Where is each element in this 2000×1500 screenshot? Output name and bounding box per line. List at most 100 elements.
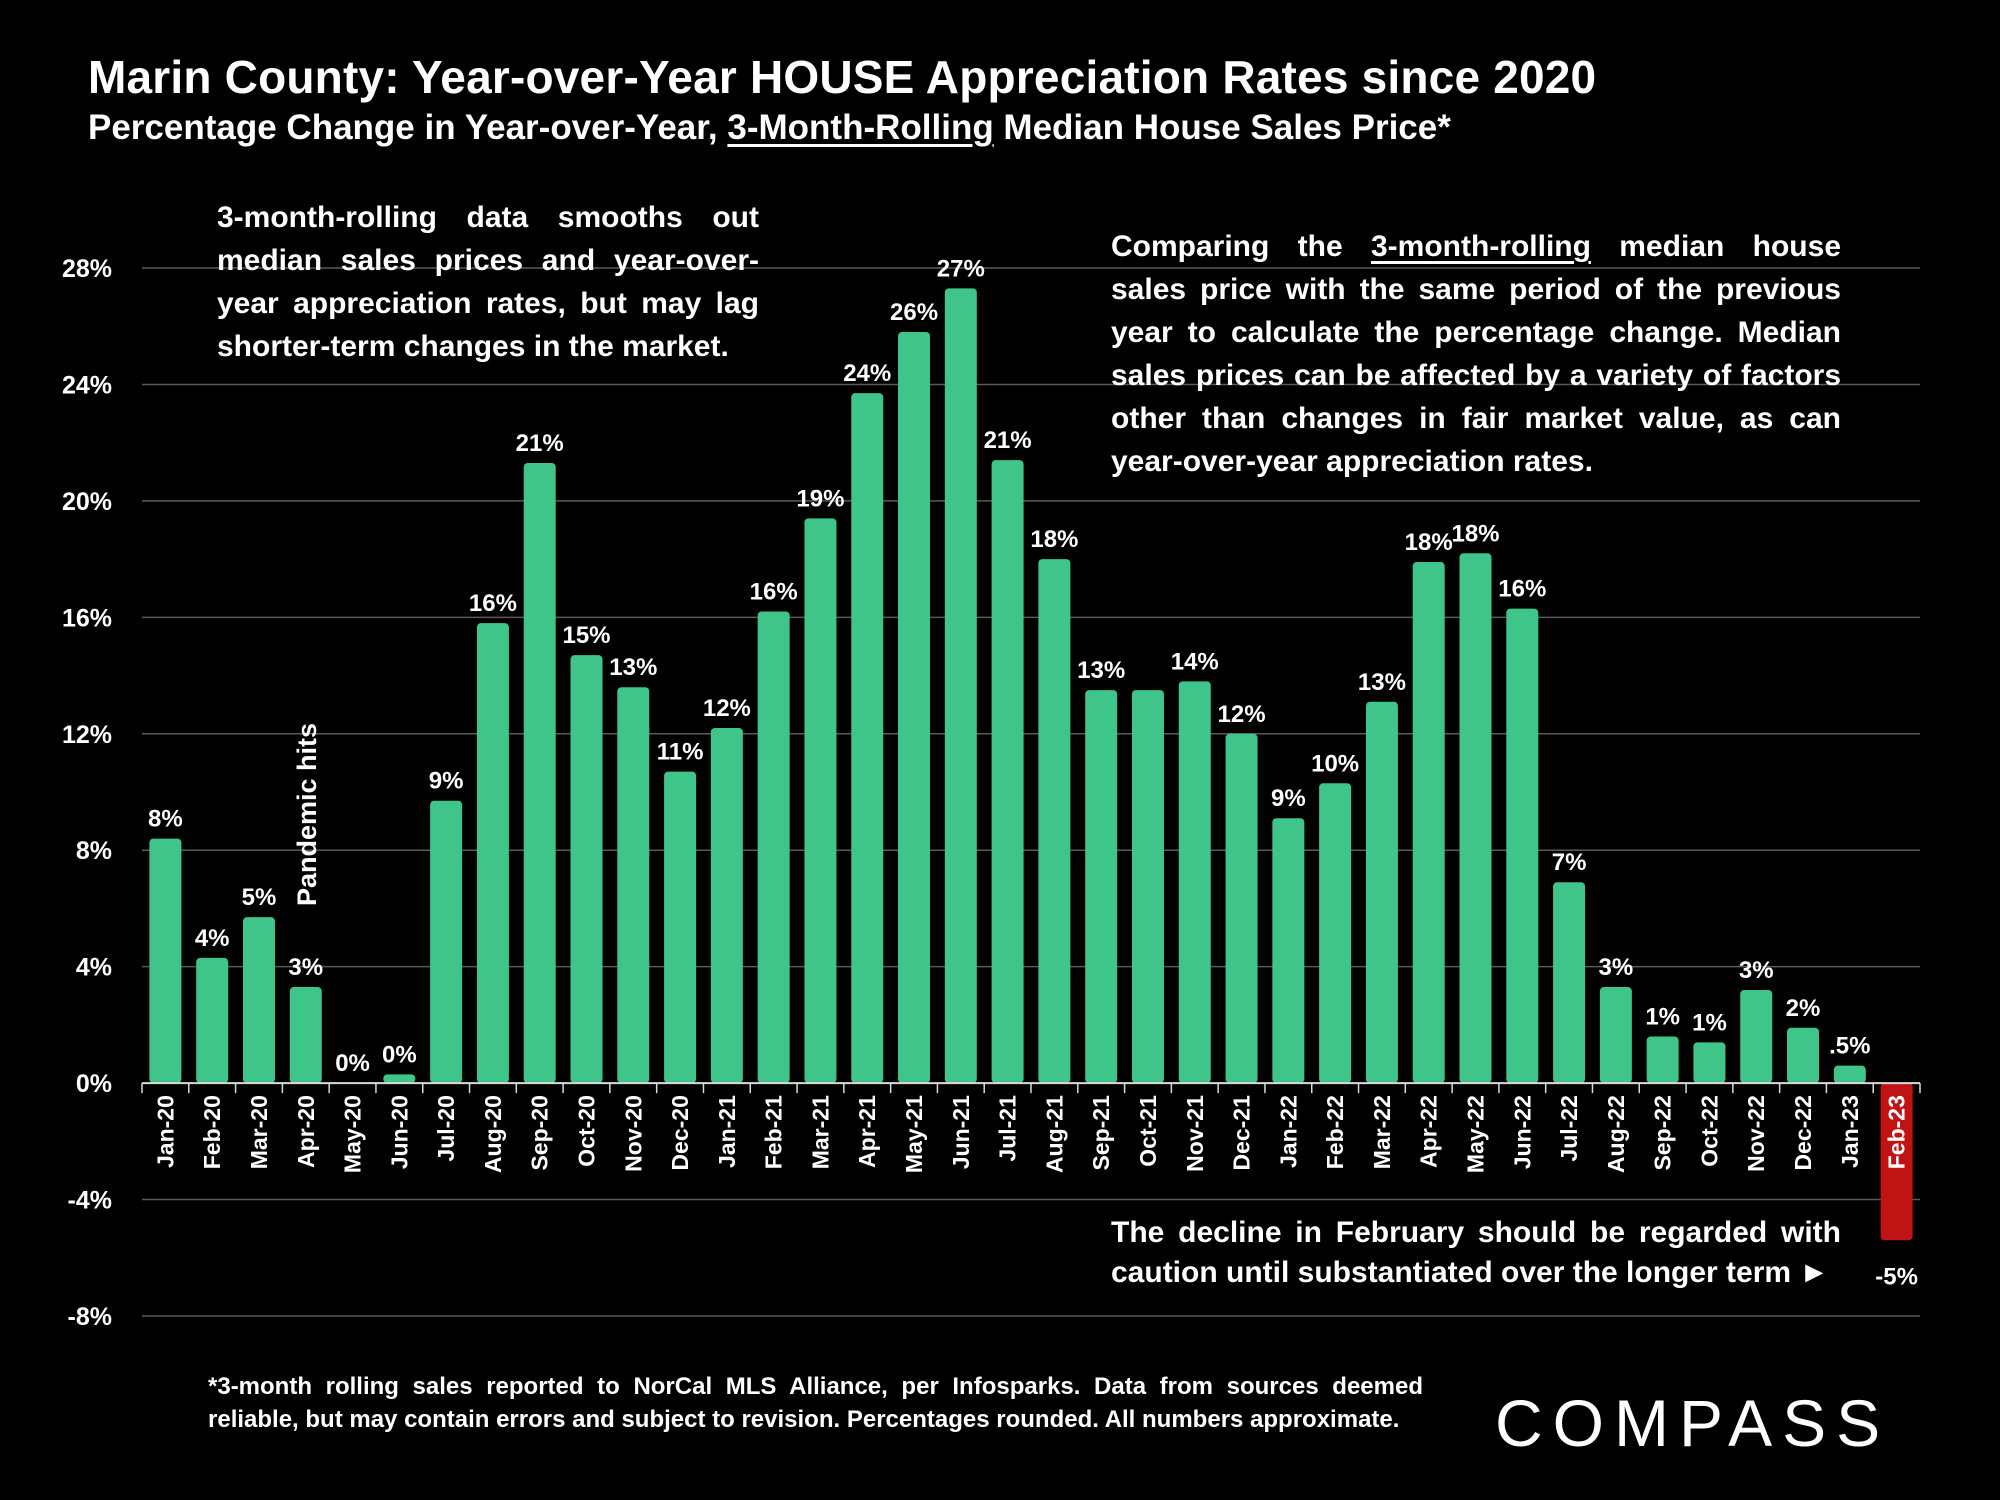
category-label: Oct-22: [1696, 1095, 1722, 1167]
category-label: Jan-20: [152, 1095, 178, 1168]
category-label: Dec-20: [667, 1095, 693, 1170]
category-label: May-22: [1463, 1095, 1489, 1173]
category-label: Sep-21: [1088, 1095, 1114, 1171]
bar: [710, 727, 743, 1084]
pandemic-annotation: Pandemic hits: [292, 723, 322, 906]
note-right-part-1: Comparing the: [1111, 230, 1371, 263]
y-tick-label: 8%: [76, 837, 112, 865]
bar: [757, 611, 790, 1084]
data-label: 14%: [1171, 648, 1219, 675]
data-label: 13%: [1358, 669, 1406, 696]
data-label: 2%: [1786, 995, 1821, 1022]
category-label: May-20: [340, 1095, 366, 1173]
category-label: Jun-22: [1509, 1095, 1535, 1169]
data-label: 16%: [1498, 576, 1546, 603]
bar: [430, 800, 463, 1084]
data-label: 13%: [1077, 657, 1125, 684]
data-label: 12%: [1218, 701, 1266, 728]
data-label: 27%: [937, 255, 985, 282]
data-label: 26%: [890, 299, 938, 326]
bar: [664, 771, 697, 1084]
bar: [570, 655, 603, 1084]
category-label: Dec-21: [1229, 1095, 1255, 1171]
category-label: Jul-21: [995, 1095, 1021, 1162]
bar: [1178, 681, 1211, 1084]
bar: [523, 463, 556, 1084]
category-label: Jun-20: [386, 1095, 412, 1169]
data-label: 16%: [469, 590, 517, 617]
data-label: 15%: [562, 622, 610, 649]
data-label: 0%: [382, 1041, 417, 1068]
y-tick-label: 20%: [62, 488, 112, 516]
bar: [289, 987, 322, 1084]
chart-title: Marin County: Year-over-Year HOUSE Appre…: [88, 51, 1597, 103]
category-label: Jul-22: [1556, 1095, 1582, 1161]
category-label: Jan-23: [1837, 1095, 1863, 1168]
bar: [383, 1074, 416, 1084]
bar: [1506, 608, 1539, 1084]
data-label: 13%: [609, 654, 657, 681]
bar: [944, 288, 977, 1084]
note-right-part-2: median house sales price with the same p…: [1111, 230, 1841, 478]
data-label: .5%: [1829, 1033, 1870, 1060]
category-label: Sep-22: [1650, 1095, 1676, 1170]
data-label: 7%: [1552, 849, 1587, 876]
bar: [1459, 553, 1492, 1084]
data-label: 9%: [1271, 785, 1306, 812]
chart-subtitle: Percentage Change in Year-over-Year, 3-M…: [88, 108, 1451, 148]
data-label: 3%: [1599, 954, 1634, 981]
bar: [1038, 559, 1071, 1084]
category-label: Mar-22: [1369, 1095, 1395, 1169]
bar: [476, 623, 509, 1084]
category-label: Feb-22: [1322, 1095, 1348, 1169]
bar: [804, 518, 837, 1084]
y-tick-label: 28%: [62, 255, 112, 283]
subtitle-part-1: Percentage Change in Year-over-Year,: [88, 108, 728, 147]
category-label: Mar-20: [246, 1095, 272, 1169]
category-label: Oct-20: [574, 1095, 600, 1167]
data-label: 21%: [516, 430, 564, 457]
category-label: Aug-21: [1041, 1095, 1067, 1173]
data-label: 1%: [1692, 1009, 1727, 1036]
data-label: 11%: [657, 739, 704, 766]
subtitle-underlined: 3-Month-Rolling: [727, 108, 994, 147]
bar: [196, 957, 229, 1084]
data-label: 10%: [1311, 750, 1359, 777]
data-label: 18%: [1405, 529, 1453, 556]
bar: [1880, 1083, 1913, 1241]
data-label: 3%: [288, 954, 323, 981]
note-bottom: The decline in February should be regard…: [1111, 1216, 1841, 1289]
y-tick-label: -8%: [68, 1303, 112, 1331]
bar: [1787, 1027, 1820, 1084]
bar: [149, 838, 182, 1084]
bar: [898, 332, 931, 1084]
y-tick-label: 24%: [62, 371, 112, 399]
data-label: 9%: [429, 768, 464, 795]
bar: [1553, 882, 1586, 1084]
data-label: 18%: [1451, 520, 1499, 547]
category-label: Jun-21: [948, 1095, 974, 1169]
data-label: 5%: [242, 884, 277, 911]
data-label: 19%: [796, 485, 844, 512]
y-tick-label: 16%: [62, 604, 112, 632]
data-label: 0%: [335, 1050, 370, 1077]
bar: [1319, 783, 1352, 1084]
bar: [851, 393, 884, 1084]
category-label: May-21: [901, 1095, 927, 1173]
bar: [1131, 690, 1164, 1084]
data-label: -5%: [1875, 1263, 1918, 1290]
note-left: 3-month-rolling data smooths out median …: [217, 201, 759, 363]
category-label: Apr-22: [1416, 1095, 1442, 1168]
data-label: 24%: [843, 360, 891, 387]
bar: [1740, 989, 1773, 1084]
bar: [1693, 1042, 1726, 1084]
data-label: 1%: [1645, 1004, 1680, 1031]
bar: [1599, 987, 1632, 1084]
category-label: Oct-21: [1135, 1095, 1161, 1167]
y-tick-label: 12%: [62, 721, 112, 749]
bar: [1412, 562, 1445, 1084]
category-label: Sep-20: [527, 1095, 553, 1170]
data-label: 8%: [148, 806, 183, 833]
note-right: Comparing the 3-month-rolling median hou…: [1111, 225, 1841, 483]
